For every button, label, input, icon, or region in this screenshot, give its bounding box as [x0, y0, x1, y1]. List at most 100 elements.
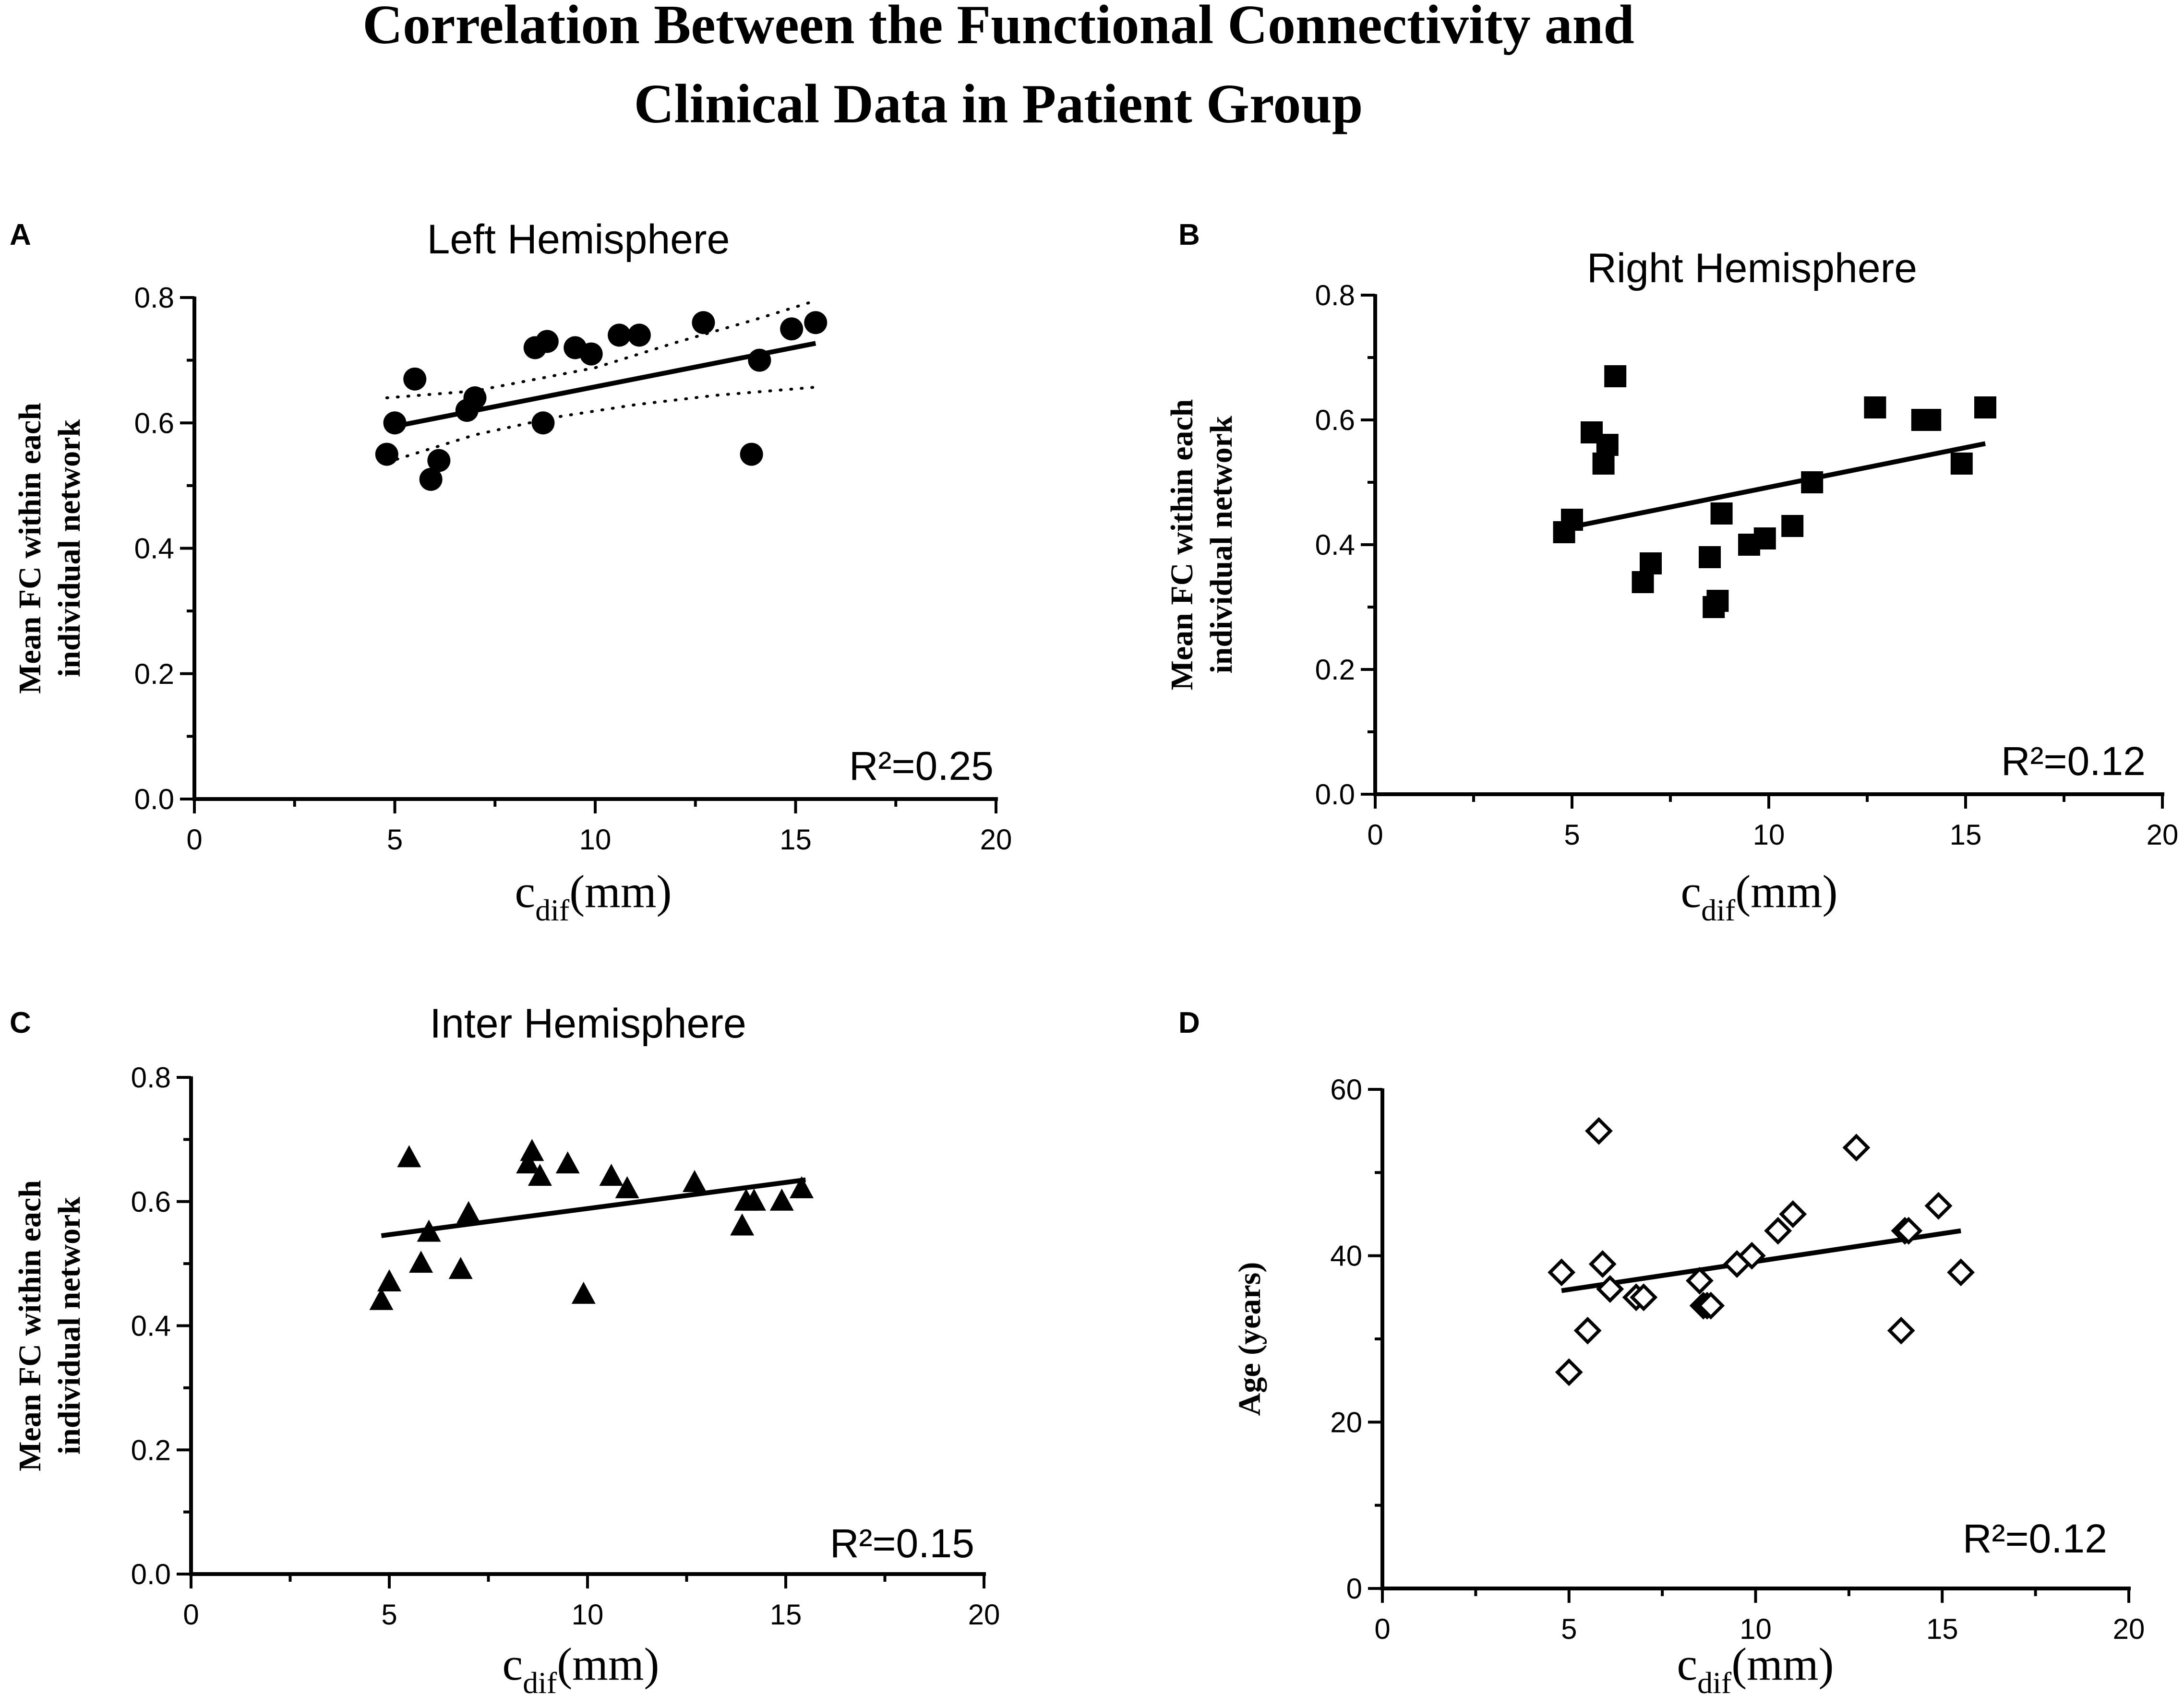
data-point-b-14 [1781, 515, 1804, 537]
data-point-b-15 [1801, 471, 1824, 493]
x-tick-label-b-4: 20 [2147, 819, 2179, 851]
data-point-d-14 [1764, 1217, 1792, 1245]
data-point-a-2 [403, 367, 427, 391]
data-point-d-2 [1573, 1316, 1602, 1345]
data-point-b-8 [1699, 546, 1721, 568]
x-tick-label-c-3: 15 [770, 1599, 802, 1631]
y-tick-label-a-3: 0.6 [134, 407, 174, 439]
x-tick-label-c-1: 5 [381, 1599, 397, 1631]
y-axis-title-d-line-1: Age (years) [1232, 1262, 1267, 1416]
x-axis-title-sub-b: dif [1701, 893, 1736, 927]
data-point-b-11 [1710, 502, 1733, 525]
x-axis-title-d: cdif(mm) [1677, 1638, 1834, 1695]
y-tick-label-c-3: 0.6 [131, 1186, 171, 1218]
data-point-c-9 [528, 1164, 552, 1186]
data-point-b-1 [1561, 509, 1583, 531]
data-point-c-6 [456, 1201, 481, 1223]
panel-d: D 0 5 10 15 20 0 20 40 60 R²=0.12 Age (years) cdif(m… [1178, 1006, 2145, 1695]
x-tick-label-b-2: 10 [1753, 819, 1785, 851]
data-point-d-16 [1842, 1134, 1871, 1162]
data-point-d-20 [1924, 1192, 1953, 1220]
y-tick-label-a-1: 0.2 [134, 658, 174, 690]
y-axis-title-b-line-2: individual network [1204, 416, 1239, 674]
data-point-d-8 [1685, 1266, 1714, 1295]
y-tick-label-c-1: 0.2 [131, 1434, 171, 1466]
data-point-b-3 [1592, 453, 1615, 475]
data-point-d-21 [1947, 1258, 1975, 1287]
data-point-c-10 [555, 1151, 580, 1174]
x-tick-label-a-2: 10 [579, 824, 612, 856]
data-point-c-2 [397, 1145, 421, 1168]
panel-letter-a: A [10, 218, 31, 251]
data-point-c-15 [730, 1213, 755, 1236]
data-point-b-13 [1753, 527, 1776, 549]
panel-title-b: Right Hemisphere [1587, 245, 1917, 291]
figure-title-line-2: Clinical Data in Patient Group [634, 73, 1363, 135]
data-point-b-19 [1950, 453, 1973, 475]
ci-upper-line-a [385, 299, 817, 399]
y-axis-title-c-line-2: individual network [52, 1197, 87, 1455]
fit-line-b [1563, 441, 1986, 531]
x-tick-label-d-2: 10 [1740, 1613, 1772, 1645]
x-tick-label-a-3: 15 [780, 824, 812, 856]
data-point-c-12 [599, 1164, 624, 1186]
panel-b: B Right Hemisphere 0 5 10 15 20 0.0 0.2 0.4 0.6 0.8… [1164, 218, 2178, 927]
x-axis-title-a: cdif(mm) [515, 866, 672, 927]
x-tick-label-d-1: 5 [1561, 1613, 1577, 1645]
data-point-a-16 [748, 348, 771, 372]
data-point-a-12 [608, 323, 631, 347]
y-tick-label-a-0: 0.0 [134, 783, 174, 815]
data-point-c-8 [520, 1139, 544, 1161]
y-tick-label-d-3: 60 [1330, 1074, 1362, 1106]
x-axis-title-main-c: c [503, 1638, 523, 1690]
x-tick-label-a-0: 0 [186, 824, 202, 856]
data-point-d-7 [1630, 1283, 1658, 1312]
x-tick-label-c-2: 10 [572, 1599, 604, 1631]
data-point-a-14 [692, 311, 715, 334]
data-point-d-1 [1555, 1358, 1583, 1386]
y-axis-title-a-line-2: individual network [52, 419, 87, 678]
data-point-a-3 [419, 467, 443, 491]
x-axis-title-sub-a: dif [535, 893, 570, 927]
panel-title-a: Left Hemisphere [427, 216, 730, 263]
y-tick-label-a-2: 0.4 [134, 533, 174, 565]
y-axis-title-a-line-1: Mean FC within each [12, 403, 48, 694]
data-point-c-7 [516, 1151, 540, 1174]
data-point-a-1 [383, 411, 407, 435]
data-point-a-13 [627, 323, 651, 347]
x-axis-title-unit-c: (mm) [557, 1638, 659, 1690]
x-tick-label-b-1: 5 [1564, 819, 1580, 851]
y-axis-title-c-line-1: Mean FC within each [12, 1180, 48, 1471]
data-point-b-5 [1604, 365, 1627, 387]
x-axis-title-c: cdif(mm) [503, 1638, 660, 1695]
x-axis-title-main-b: c [1681, 866, 1702, 917]
y-axis-title-b-line-1: Mean FC within each [1164, 399, 1200, 691]
y-tick-label-c-4: 0.8 [131, 1062, 171, 1094]
y-tick-label-d-0: 0 [1346, 1573, 1362, 1605]
x-axis-title-sub-c: dif [523, 1666, 557, 1695]
data-point-c-19 [790, 1176, 814, 1198]
data-point-b-7 [1640, 552, 1662, 574]
data-point-d-4 [1588, 1250, 1617, 1278]
data-point-c-14 [683, 1170, 707, 1192]
y-tick-label-b-4: 0.8 [1315, 279, 1355, 311]
panel-a: A Left Hemisphere 0 5 10 15 20 0.0 0.2 0.4 0.6 0.8 R… [10, 216, 1012, 927]
data-point-b-6 [1632, 571, 1654, 593]
panel-letter-d: D [1178, 1006, 1200, 1039]
data-point-d-17 [1887, 1316, 1915, 1345]
r-squared-label-a: R²=0.25 [849, 743, 994, 788]
data-point-d-13 [1738, 1241, 1766, 1270]
data-point-b-20 [1974, 396, 1996, 418]
data-point-b-18 [1919, 409, 1942, 431]
data-point-c-3 [409, 1251, 433, 1273]
data-point-c-5 [448, 1257, 473, 1279]
x-tick-label-d-4: 20 [2113, 1613, 2145, 1645]
x-tick-label-b-0: 0 [1367, 819, 1383, 851]
fit-line-c [381, 1177, 806, 1238]
x-axis-title-b: cdif(mm) [1681, 866, 1838, 927]
y-tick-label-b-0: 0.0 [1315, 778, 1355, 811]
panels: A Left Hemisphere 0 5 10 15 20 0.0 0.2 0.4 0.6 0.8 R… [10, 216, 2178, 1695]
data-point-c-18 [769, 1188, 794, 1211]
data-point-c-4 [417, 1219, 441, 1242]
